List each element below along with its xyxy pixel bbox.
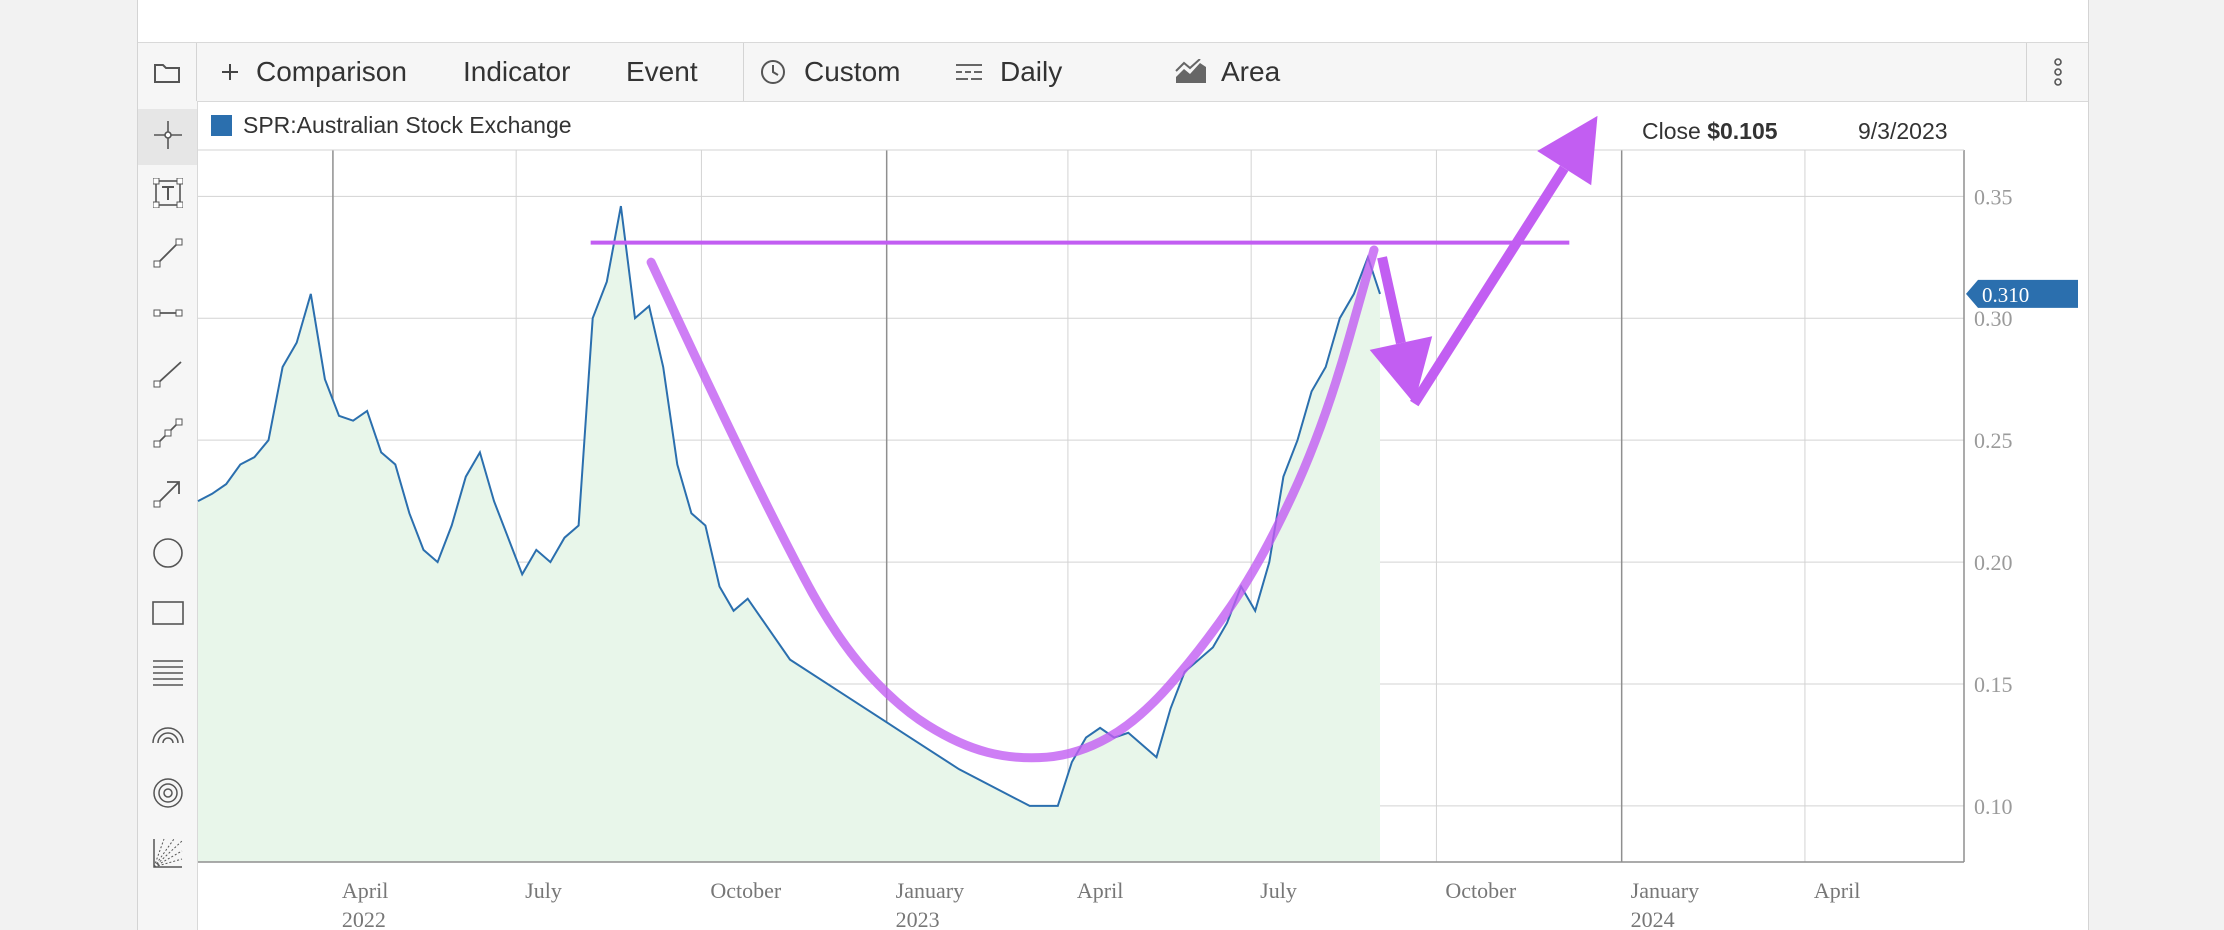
arrow-tool[interactable] xyxy=(138,467,197,523)
x-tick-label: January xyxy=(1631,878,1699,903)
last-price-badge-shape xyxy=(1966,279,2078,308)
readout-date: 9/3/2023 xyxy=(1858,118,1948,144)
comparison-button[interactable]: Comparison xyxy=(220,43,407,101)
down-arrow-head xyxy=(1369,336,1433,404)
up-arrow-shaft xyxy=(1410,165,1569,407)
custom-range-button[interactable]: Custom xyxy=(760,43,900,101)
arrow-icon xyxy=(153,478,183,513)
x-tick-label: January xyxy=(896,878,964,903)
chart-toolbar: Comparison Indicator Event Custom Daily … xyxy=(138,42,2088,102)
line-segment-tool[interactable] xyxy=(138,227,197,283)
x-tick-label: July xyxy=(525,878,562,903)
event-label: Event xyxy=(626,56,698,87)
toolbar-divider xyxy=(743,43,744,101)
channel-tool[interactable] xyxy=(138,407,197,463)
chart-legend[interactable]: SPR:Australian Stock Exchange xyxy=(211,112,572,139)
arc-tool[interactable] xyxy=(138,707,197,763)
x-tick-year-label: 2024 xyxy=(1631,907,1675,930)
folder-icon xyxy=(154,61,180,83)
concentric-circles-icon xyxy=(152,777,184,814)
crosshair-icon xyxy=(152,119,184,156)
readout-value: $0.105 xyxy=(1707,118,1778,144)
gann-fan-icon xyxy=(152,837,184,874)
chart-axes xyxy=(198,149,1965,863)
drawing-tools-sidebar xyxy=(138,101,198,930)
x-tick-year-label: 2022 xyxy=(342,907,386,930)
horizontal-segment-icon xyxy=(153,298,183,333)
daily-label: Daily xyxy=(1000,56,1063,87)
text-tool[interactable] xyxy=(138,167,197,223)
interval-button[interactable]: Daily xyxy=(955,43,1062,101)
x-tick-label: October xyxy=(1445,878,1517,903)
horizontal-segment-tool[interactable] xyxy=(138,287,197,343)
kebab-menu-icon xyxy=(2054,58,2062,86)
open-folder-button[interactable] xyxy=(138,43,197,101)
y-tick-label: 0.15 xyxy=(1974,672,2013,697)
circle-icon xyxy=(152,537,184,574)
price-line xyxy=(197,205,1381,807)
x-tick-label: October xyxy=(710,878,782,903)
x-tick-label: April xyxy=(1077,878,1123,903)
interval-icon xyxy=(955,61,983,83)
area-label: Area xyxy=(1221,56,1281,87)
rectangle-tool[interactable] xyxy=(138,587,197,643)
y-tick-label: 0.25 xyxy=(1974,428,2013,453)
text-tool-icon xyxy=(152,177,183,213)
x-tick-label: July xyxy=(1260,878,1297,903)
x-tick-label: April xyxy=(1814,878,1860,903)
cup-curve xyxy=(646,245,1379,763)
y-tick-label: 0.35 xyxy=(1974,184,2013,209)
crosshair-tool[interactable] xyxy=(138,109,197,165)
indicator-label: Indicator xyxy=(463,56,571,87)
legend-series-name: SPR:Australian Stock Exchange xyxy=(243,112,572,138)
plus-icon xyxy=(220,62,240,82)
area-chart-icon xyxy=(1175,59,1207,85)
y-tick-label: 0.30 xyxy=(1974,306,2013,331)
custom-label: Custom xyxy=(804,56,901,87)
fibonacci-icon xyxy=(152,659,184,692)
gann-fan-tool[interactable] xyxy=(138,827,197,883)
line-segment-icon xyxy=(153,238,183,273)
crosshair-readout: Close $0.105 xyxy=(1642,118,1778,145)
more-options-button[interactable] xyxy=(2026,43,2089,101)
down-arrow-shaft xyxy=(1377,256,1406,345)
axis-tick-labels: 0.10 0.15 0.20 0.25 0.30 0.35 April 2022 July Oct… xyxy=(342,184,2013,930)
indicator-button[interactable]: Indicator xyxy=(463,43,570,101)
channel-icon xyxy=(153,418,183,453)
x-tick-label: April xyxy=(342,878,388,903)
clock-icon xyxy=(760,59,786,85)
concentric-circles-tool[interactable] xyxy=(138,767,197,823)
x-tick-year-label: 2023 xyxy=(896,907,940,930)
last-price-badge: 0.310 xyxy=(1966,279,2078,308)
price-area-fill xyxy=(198,206,1380,863)
chart-type-button[interactable]: Area xyxy=(1175,43,1280,101)
ray-icon xyxy=(153,358,183,393)
circle-tool[interactable] xyxy=(138,527,197,583)
drawn-annotations xyxy=(590,115,1598,763)
arc-icon xyxy=(151,722,185,749)
last-price-badge-text: 0.310 xyxy=(1982,283,2029,307)
ray-tool[interactable] xyxy=(138,347,197,403)
y-tick-label: 0.20 xyxy=(1974,550,2013,575)
y-tick-label: 0.10 xyxy=(1974,794,2013,819)
legend-swatch xyxy=(211,115,232,136)
comparison-label: Comparison xyxy=(256,56,407,87)
up-arrow-head xyxy=(1537,115,1598,186)
fibonacci-tool[interactable] xyxy=(138,647,197,703)
event-button[interactable]: Event xyxy=(626,43,698,101)
readout-label: Close xyxy=(1642,118,1701,144)
rectangle-icon xyxy=(151,600,184,631)
